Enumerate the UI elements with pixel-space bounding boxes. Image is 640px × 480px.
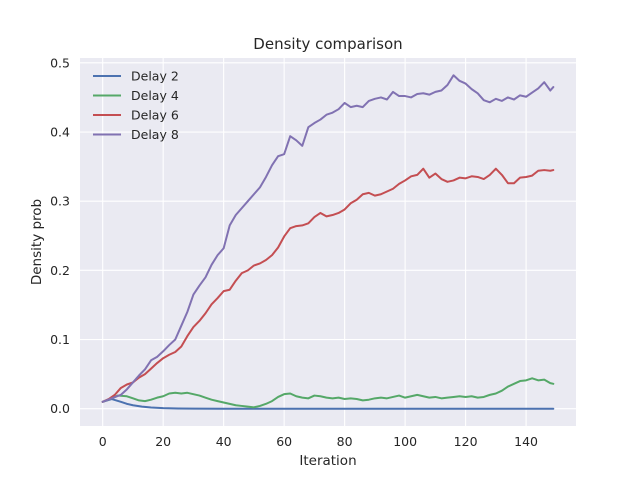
series-line-2 bbox=[101, 377, 555, 409]
legend-label: Delay 2 bbox=[131, 69, 179, 84]
series-line-3 bbox=[101, 167, 555, 403]
y-axis-label: Density prob bbox=[29, 199, 45, 285]
legend: Delay 2 Delay 4 Delay 6 Delay 8 bbox=[93, 69, 179, 142]
legend-label: Delay 8 bbox=[131, 127, 179, 142]
y-tick-labels: 0.0 0.1 0.2 0.3 0.4 0.5 bbox=[50, 55, 70, 416]
x-axis-label: Iteration bbox=[299, 453, 356, 469]
series-line-1 bbox=[101, 398, 555, 410]
x-tick-label: 140 bbox=[514, 434, 538, 449]
x-tick-label: 100 bbox=[393, 434, 417, 449]
legend-label: Delay 4 bbox=[131, 88, 179, 103]
series-layer bbox=[101, 74, 555, 410]
x-tick-label: 40 bbox=[216, 434, 232, 449]
y-tick-label: 0.1 bbox=[50, 332, 70, 347]
x-tick-label: 0 bbox=[99, 434, 107, 449]
y-tick-label: 0.0 bbox=[50, 401, 70, 416]
legend-label: Delay 6 bbox=[131, 108, 179, 123]
y-tick-label: 0.3 bbox=[50, 194, 70, 209]
series-line-4 bbox=[101, 74, 555, 403]
chart-title: Density comparison bbox=[253, 35, 402, 53]
x-tick-label: 120 bbox=[454, 434, 478, 449]
y-tick-label: 0.2 bbox=[50, 263, 70, 278]
x-tick-label: 20 bbox=[155, 434, 171, 449]
y-tick-label: 0.4 bbox=[50, 125, 70, 140]
x-tick-label: 80 bbox=[337, 434, 353, 449]
x-tick-label: 60 bbox=[276, 434, 292, 449]
x-tick-labels: 0 20 40 60 80 100 120 140 bbox=[99, 434, 538, 449]
x-grid bbox=[102, 58, 527, 426]
y-tick-label: 0.5 bbox=[50, 55, 70, 70]
